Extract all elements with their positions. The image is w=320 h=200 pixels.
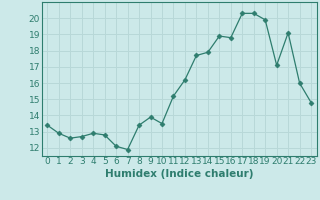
X-axis label: Humidex (Indice chaleur): Humidex (Indice chaleur) bbox=[105, 169, 253, 179]
